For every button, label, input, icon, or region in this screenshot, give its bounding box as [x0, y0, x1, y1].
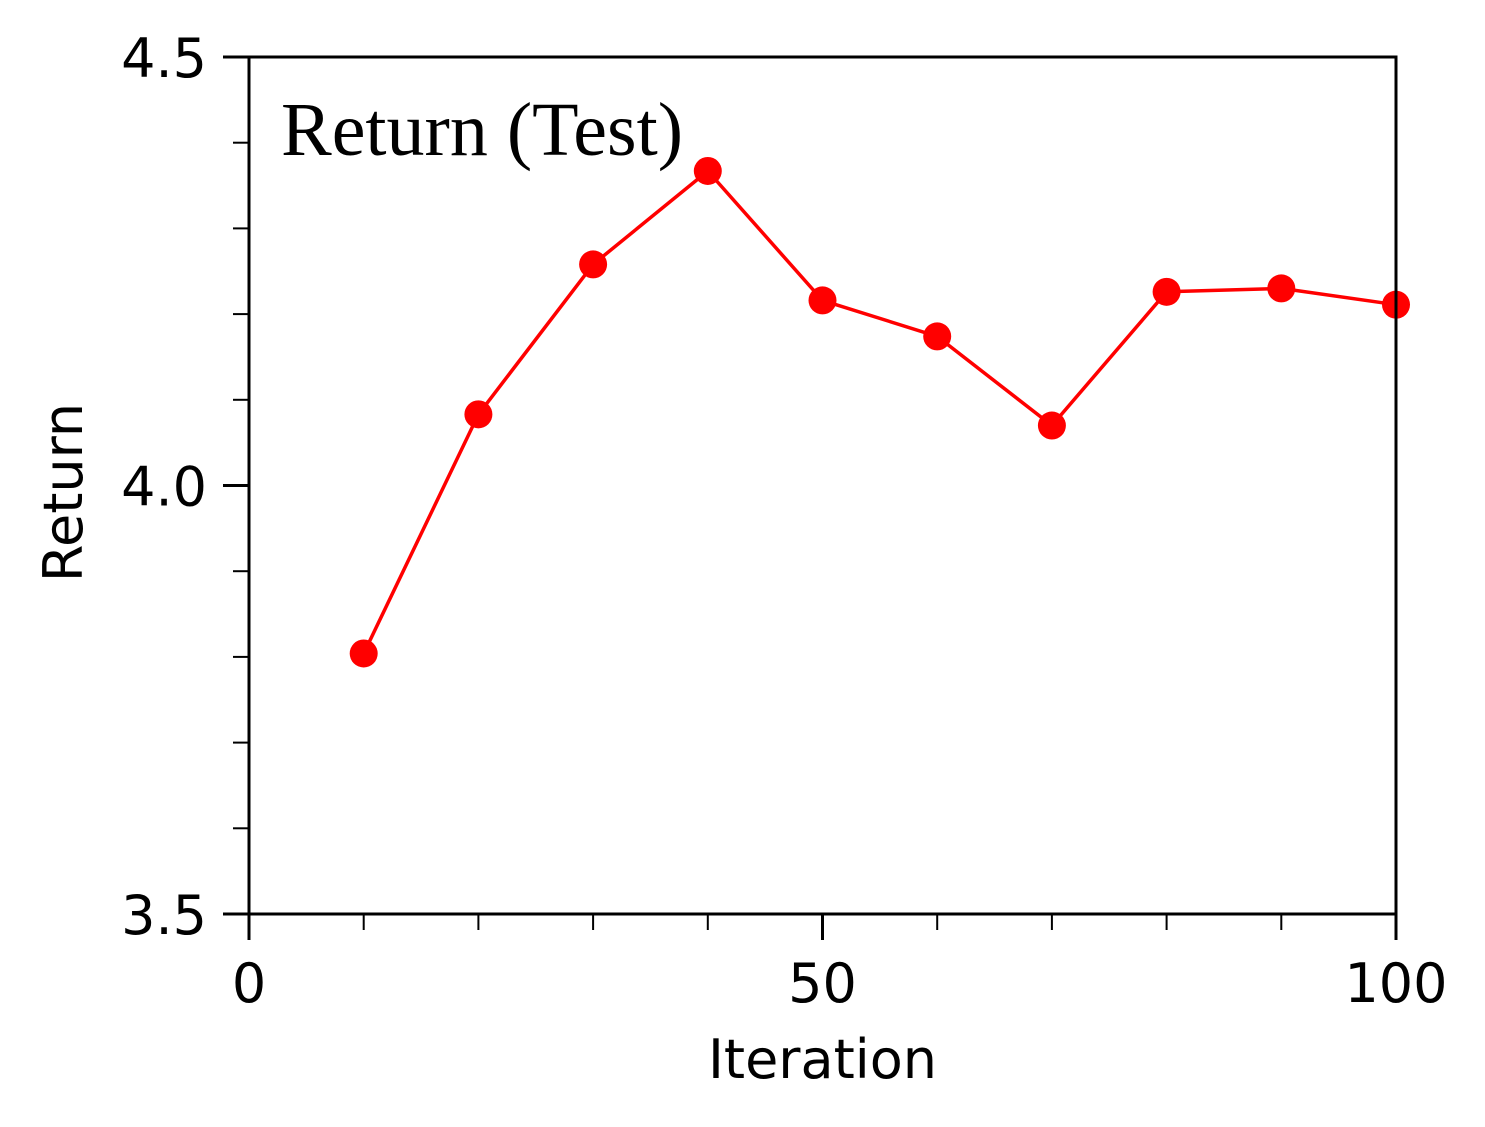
x-axis-label: Iteration [708, 1028, 937, 1091]
x-tick-label: 50 [788, 952, 857, 1015]
data-point [693, 156, 722, 185]
y-tick-label: 4.5 [121, 27, 207, 90]
data-point [808, 286, 837, 315]
data-point [349, 639, 378, 668]
data-point [579, 250, 608, 279]
y-tick-label: 3.5 [121, 884, 207, 947]
series-line [362, 169, 1397, 655]
plot-area [349, 156, 1410, 668]
x-tick-label: 0 [232, 952, 266, 1015]
y-tick-label: 4.0 [121, 456, 207, 519]
axes: 0 50 100 3.5 4.0 4.5 [121, 27, 1447, 1015]
y-axis-label: Return [32, 403, 95, 582]
chart-title: Return (Test) [281, 88, 683, 172]
data-point [1267, 274, 1296, 303]
data-point [923, 322, 952, 351]
data-point [1152, 277, 1181, 306]
data-point [464, 400, 493, 429]
plot-frame [247, 55, 1398, 916]
data-point [1037, 411, 1066, 440]
x-tick-label: 100 [1344, 952, 1447, 1015]
